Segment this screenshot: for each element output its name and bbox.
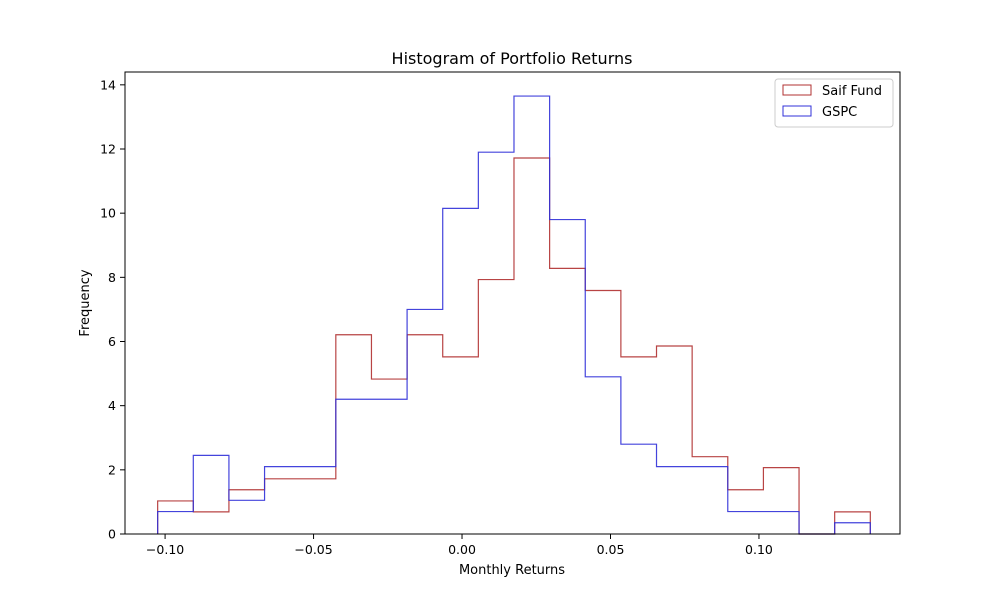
legend-label-saif-fund: Saif Fund <box>822 84 882 99</box>
y-tick-label: 14 <box>100 77 116 92</box>
legend-box <box>774 78 894 128</box>
histogram-bin <box>158 512 194 534</box>
legend-label-gspc: GSPC <box>822 105 857 120</box>
histogram-bin <box>478 152 514 534</box>
x-axis-label: Monthly Returns <box>459 563 565 578</box>
histogram-bin <box>193 455 229 534</box>
histogram-bin <box>728 512 764 534</box>
histogram-bin <box>763 512 799 534</box>
y-tick-label: 8 <box>108 270 116 285</box>
series-layer <box>157 95 871 535</box>
y-tick-label: 2 <box>108 462 116 477</box>
histogram-bin <box>514 96 550 534</box>
histogram-bin <box>835 523 871 534</box>
x-axis: −0.10 −0.05 0.00 0.05 0.10 <box>146 534 773 557</box>
histogram-bin <box>371 399 407 534</box>
histogram-bin <box>407 309 443 534</box>
axes-frame <box>124 71 901 535</box>
y-tick-label: 6 <box>108 334 116 349</box>
legend: Saif Fund GSPC <box>774 78 894 128</box>
x-tick-label: 0.00 <box>448 542 476 557</box>
y-axis: 0 2 4 6 8 10 12 14 <box>100 77 125 542</box>
histogram-bin <box>621 444 657 534</box>
series-gspc <box>157 95 871 535</box>
x-tick-label: −0.10 <box>146 542 184 557</box>
histogram-bin <box>443 208 479 534</box>
y-axis-label: Frequency <box>78 269 93 336</box>
legend-swatch-gspc <box>782 105 812 117</box>
x-tick-label: 0.05 <box>597 542 625 557</box>
chart-title: Histogram of Portfolio Returns <box>392 49 633 68</box>
histogram-bin <box>229 500 265 534</box>
histogram-bin <box>657 467 693 534</box>
plot-area <box>124 71 901 535</box>
x-tick-label: 0.10 <box>745 542 773 557</box>
legend-swatch-saif-fund <box>782 84 812 96</box>
x-tick-label: −0.05 <box>294 542 332 557</box>
y-tick-label: 0 <box>108 527 116 542</box>
y-tick-label: 4 <box>108 398 116 413</box>
y-tick-label: 10 <box>100 206 116 221</box>
histogram-bin <box>585 377 621 534</box>
histogram-bin <box>550 220 586 534</box>
histogram-step-line <box>157 95 871 535</box>
histogram-bin <box>336 399 372 534</box>
histogram-bin <box>692 467 728 534</box>
histogram-bin <box>265 467 301 534</box>
histogram-bin <box>300 467 336 534</box>
y-tick-label: 12 <box>100 142 116 157</box>
